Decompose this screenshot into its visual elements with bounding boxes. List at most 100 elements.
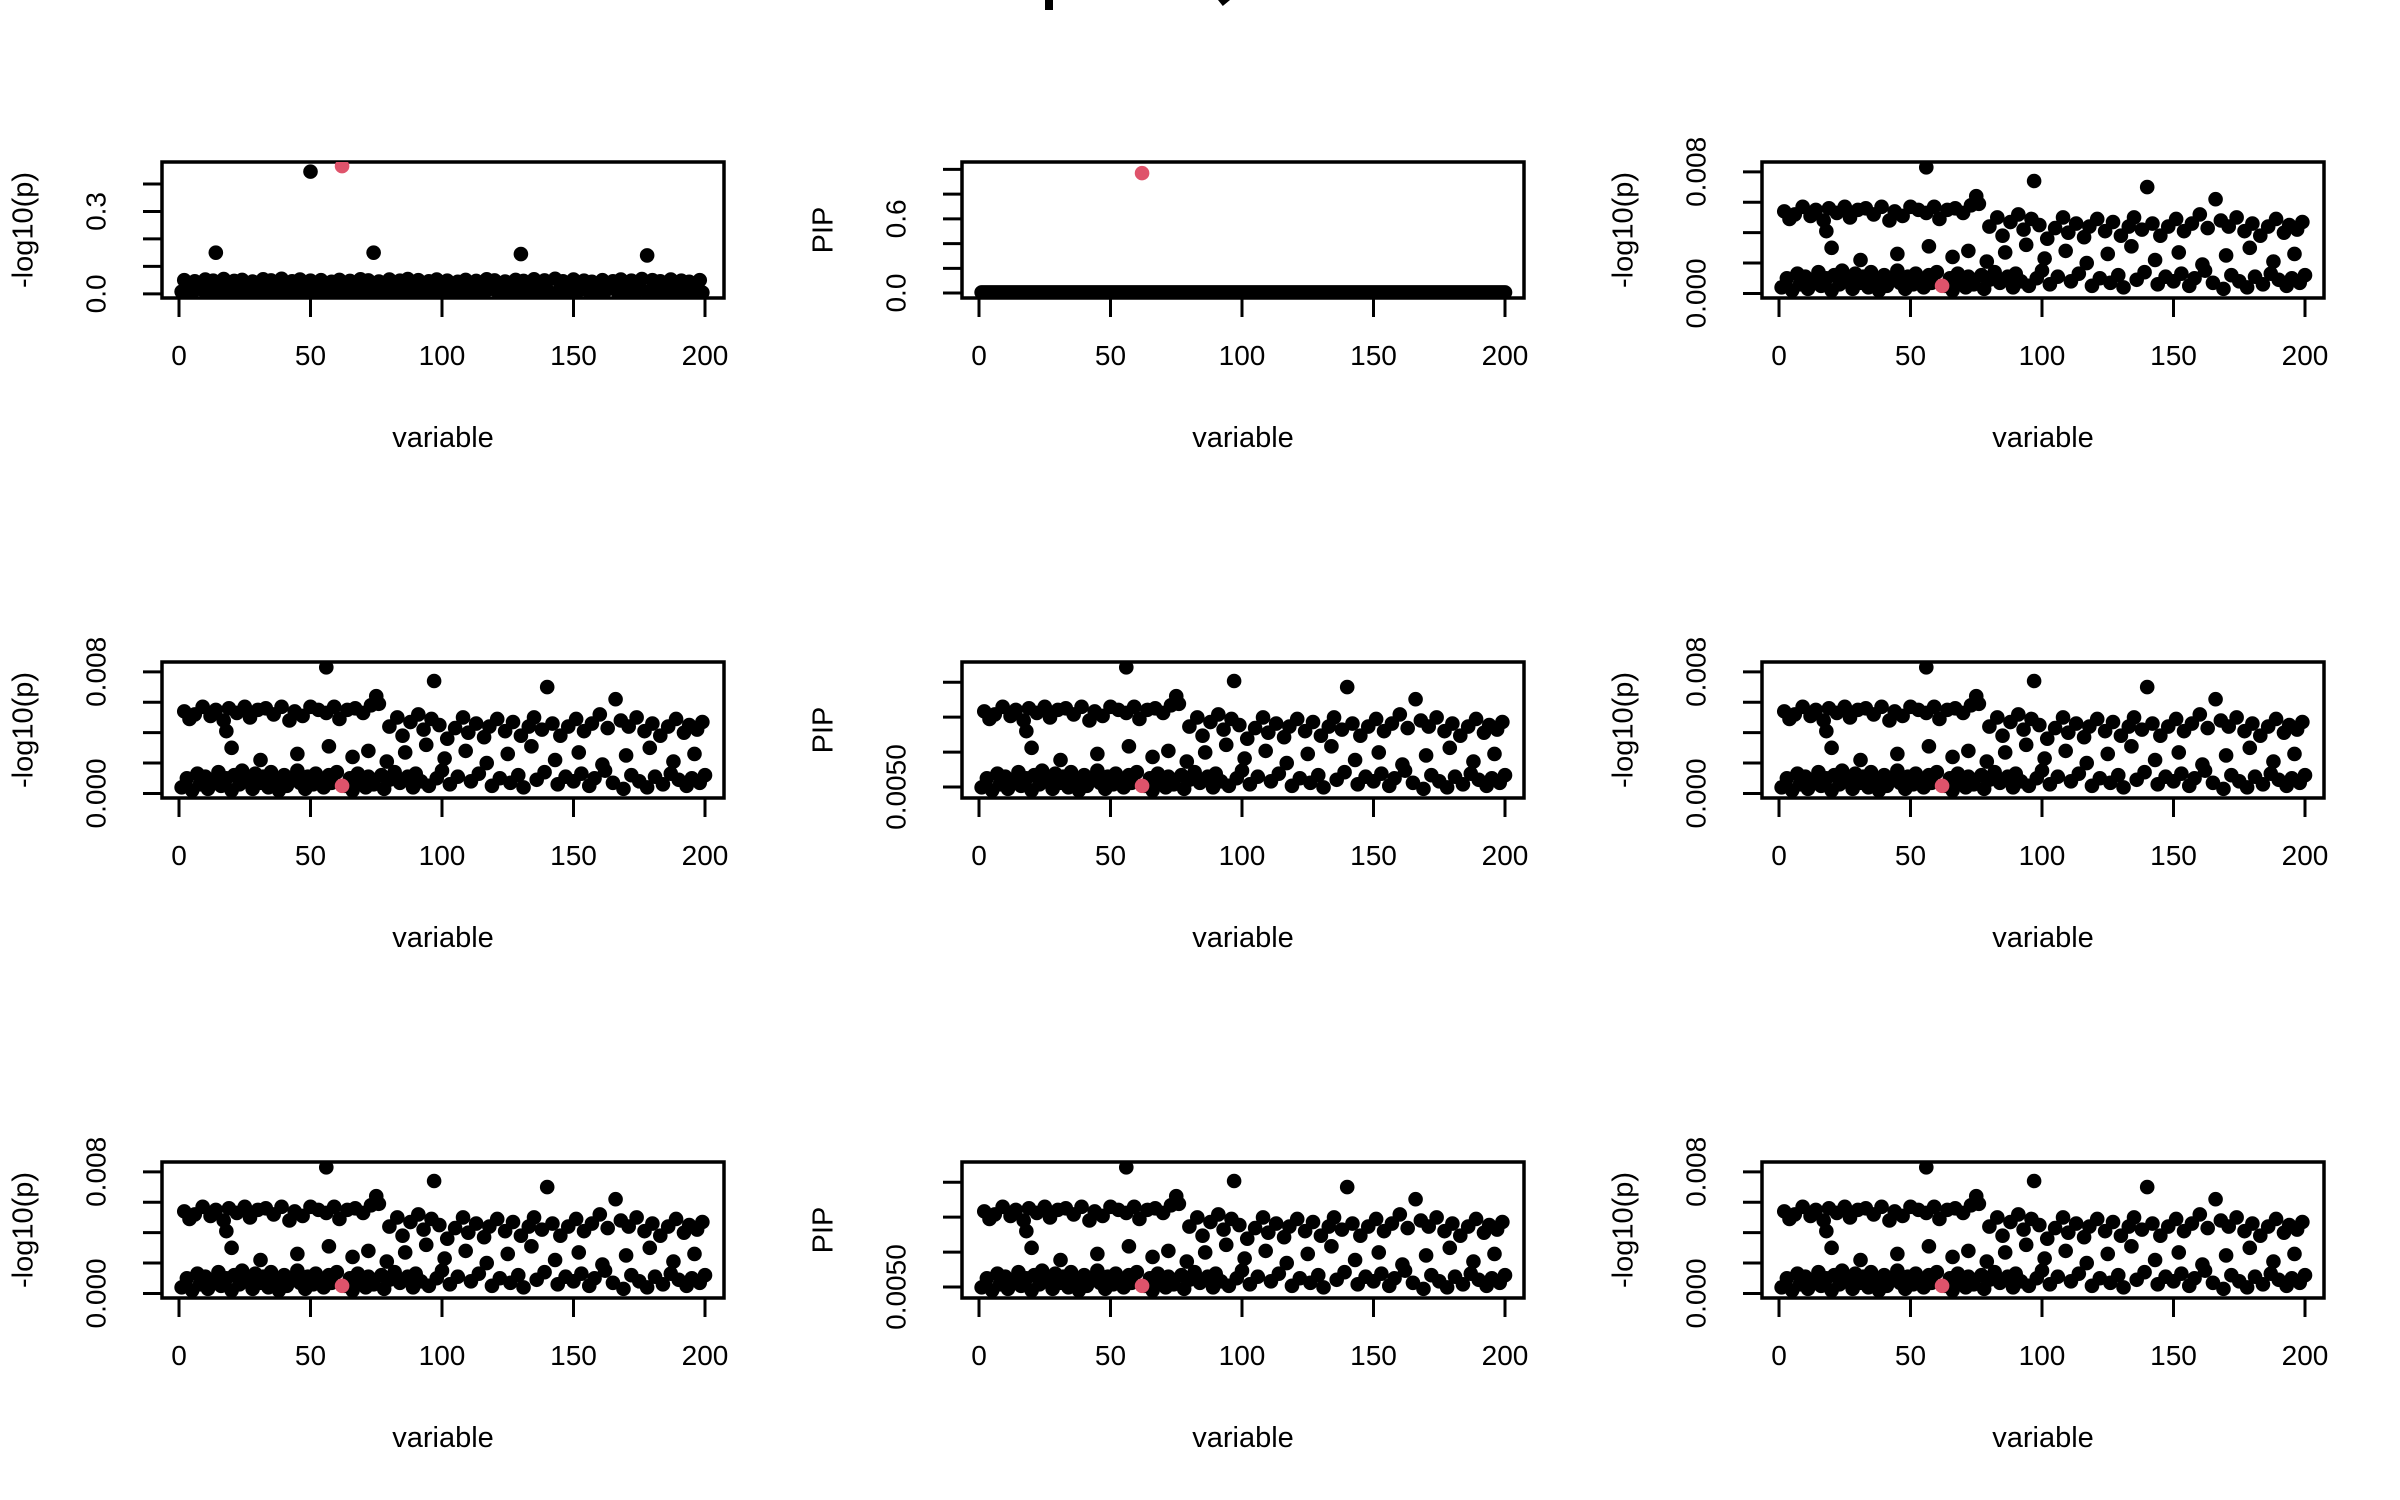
panel-r2c3: 0 50 100 150 200 0.000 0.008 variable -log10(p) (1600, 500, 2400, 1000)
highlight-point (334, 162, 350, 174)
data-points (174, 1162, 713, 1298)
plot-box (1760, 160, 2326, 300)
data-points (1774, 662, 2313, 798)
y-axis-label: PIP (808, 1207, 840, 1254)
x-axis: 0 50 100 150 200 (1771, 1299, 2328, 1371)
x-tick-label: 150 (2150, 1340, 2197, 1371)
clipped-title-fragment (1045, 0, 1053, 10)
panel-r3c1: 0 50 100 150 200 0.000 0.008 variable -log10(p) (0, 1000, 800, 1500)
x-tick-label: 0 (971, 840, 987, 871)
x-axis: 0 50 100 150 200 (171, 1299, 728, 1371)
x-tick-label: 150 (1350, 840, 1397, 871)
y-axis-label: -log10(p) (1608, 1172, 1640, 1288)
plot-box (960, 1160, 1526, 1300)
plot-box (960, 660, 1526, 800)
x-tick-label: 150 (1350, 1340, 1397, 1371)
y-axis: 0.0 0.3 (80, 182, 161, 313)
x-tick-label: 0 (971, 1340, 987, 1371)
highlight-point (334, 1278, 350, 1294)
plot-box (160, 660, 726, 800)
y-tick-label: 0.6 (880, 199, 911, 238)
scatter-plot-r3c1: 0 50 100 150 200 0.000 0.008 variable -log10(p) (8, 1137, 729, 1454)
y-tick-label: 0.3 (80, 192, 111, 231)
y-tick-label: 0.008 (80, 637, 111, 707)
x-axis: 0 50 100 150 200 (1771, 299, 2328, 371)
x-tick-label: 50 (295, 840, 326, 871)
x-tick-label: 200 (1482, 840, 1529, 871)
y-tick-label: 0.000 (80, 1258, 111, 1328)
scatter-plot-r1c3: 0 50 100 150 200 0.000 0.008 variable -log10(p) (1608, 137, 2329, 454)
scatter-plot-r2c3: 0 50 100 150 200 0.000 0.008 variable -log10(p) (1608, 637, 2329, 954)
y-tick-label: 0.008 (1680, 1137, 1711, 1207)
scatter-plot-r3c2: 0 50 100 150 200 0.0050 variable PIP (808, 1160, 1528, 1454)
x-tick-label: 0 (171, 340, 187, 371)
data-points (974, 165, 1513, 298)
x-tick-label: 150 (550, 340, 597, 371)
highlight-point (1934, 1278, 1950, 1294)
x-axis-label: variable (1192, 922, 1294, 954)
x-tick-label: 100 (1219, 340, 1266, 371)
x-tick-label: 150 (2150, 840, 2197, 871)
x-tick-label: 200 (682, 1340, 729, 1371)
y-axis: 0.000 0.008 (80, 1137, 161, 1328)
x-tick-label: 200 (2282, 840, 2329, 871)
x-axis-label: variable (1192, 422, 1294, 454)
x-tick-label: 200 (1482, 1340, 1529, 1371)
x-tick-label: 150 (550, 840, 597, 871)
x-tick-label: 50 (1095, 840, 1126, 871)
y-axis: 0.000 0.008 (1680, 137, 1761, 328)
x-tick-label: 200 (1482, 340, 1529, 371)
scatter-plot-r2c1: 0 50 100 150 200 0.000 0.008 variable -log10(p) (8, 637, 729, 954)
highlight-point (1134, 778, 1150, 794)
x-axis: 0 50 100 150 200 (171, 299, 728, 371)
x-tick-label: 0 (1771, 1340, 1787, 1371)
x-tick-label: 150 (2150, 340, 2197, 371)
x-axis: 0 50 100 150 200 (971, 1299, 1528, 1371)
x-tick-label: 0 (171, 840, 187, 871)
y-tick-label: 0.008 (80, 1137, 111, 1207)
zero-pip-band (974, 285, 1513, 298)
x-tick-label: 0 (1771, 340, 1787, 371)
y-axis-label: -log10(p) (1608, 172, 1640, 288)
y-tick-label: 0.008 (1680, 637, 1711, 707)
x-tick-label: 50 (1895, 1340, 1926, 1371)
x-axis-label: variable (1992, 1422, 2094, 1454)
x-tick-label: 50 (1895, 340, 1926, 371)
x-tick-label: 0 (171, 1340, 187, 1371)
x-tick-label: 200 (682, 840, 729, 871)
panel-r3c2: 0 50 100 150 200 0.0050 variable PIP (800, 1000, 1600, 1500)
y-axis: 0.000 0.008 (1680, 1137, 1761, 1328)
y-tick-label: 0.000 (80, 758, 111, 828)
x-tick-label: 100 (419, 840, 466, 871)
x-axis: 0 50 100 150 200 (971, 299, 1528, 371)
x-axis-label: variable (1992, 422, 2094, 454)
data-points (174, 162, 710, 298)
highlight-point (334, 778, 350, 794)
x-tick-label: 200 (2282, 340, 2329, 371)
x-tick-label: 100 (2019, 1340, 2066, 1371)
y-tick-label: 0.000 (1680, 1258, 1711, 1328)
x-tick-label: 200 (2282, 1340, 2329, 1371)
y-tick-label: 0.008 (1680, 137, 1711, 207)
y-axis: 0.0050 (880, 1180, 961, 1330)
panel-r1c1: 0 50 100 150 200 0.0 0.3 variable -log10(p) (0, 0, 800, 500)
plot-box (1760, 660, 2326, 800)
y-tick-label: 0.0050 (880, 744, 911, 830)
data-points (1774, 162, 2313, 298)
plot-box (160, 1160, 726, 1300)
x-tick-label: 50 (295, 340, 326, 371)
x-tick-label: 50 (1095, 340, 1126, 371)
x-tick-label: 0 (1771, 840, 1787, 871)
clipped-title-fragment (1218, 0, 1230, 6)
y-axis: 0.000 0.008 (1680, 637, 1761, 828)
y-axis: 0.0050 (880, 680, 961, 830)
y-tick-label: 0.000 (1680, 258, 1711, 328)
scatter-plot-r1c2: 0 50 100 150 200 0.0 0.6 variable PIP (808, 160, 1528, 454)
panel-r1c2: 0 50 100 150 200 0.0 0.6 variable PIP (800, 0, 1600, 500)
x-tick-label: 50 (295, 1340, 326, 1371)
y-tick-label: 0.0050 (880, 1244, 911, 1330)
scatter-plot-r2c2: 0 50 100 150 200 0.0050 variable PIP (808, 660, 1529, 954)
y-tick-label: 0.0 (80, 274, 111, 313)
panel-r1c3: 0 50 100 150 200 0.000 0.008 variable -log10(p) (1600, 0, 2400, 500)
